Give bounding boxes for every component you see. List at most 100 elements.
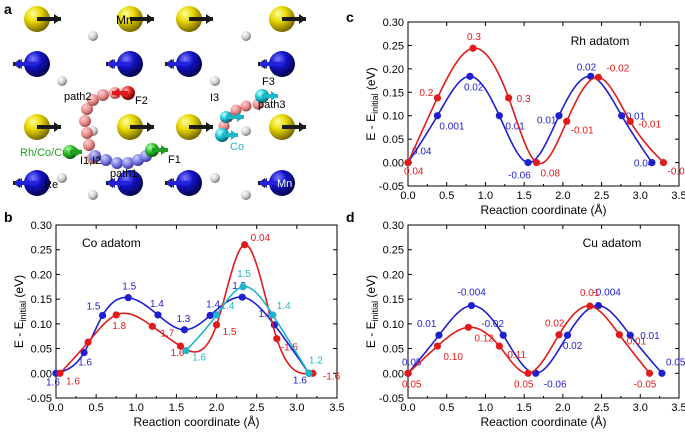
data-label-path2: 1.6: [170, 348, 184, 359]
re-atom: [57, 76, 67, 86]
spin-arrow: [15, 178, 37, 188]
data-label-path1: -0.004: [592, 288, 621, 299]
data-point-path1: [435, 331, 443, 339]
data-label-path1: -0.02: [481, 319, 504, 330]
data-label-path1: 0.01: [505, 122, 525, 133]
data-point-path1: [98, 311, 107, 320]
data-label-path1: 1.4: [258, 309, 272, 320]
data-point-path1: [433, 112, 442, 120]
y-tick-label: 0.15: [31, 294, 52, 306]
y-tick-label: 0.10: [31, 319, 52, 331]
re-atom: [88, 31, 98, 41]
y-tick-label: 0.10: [383, 319, 404, 331]
spin-arrow: [167, 59, 189, 69]
data-label-path2: -0.05: [634, 379, 657, 390]
structure-label-rhcocu: Rh/Co/Cu: [20, 147, 68, 159]
data-label-path2: 0.04: [251, 233, 271, 244]
structure-label-f2: F2: [135, 95, 148, 107]
chart-title: Co adatom: [82, 236, 141, 250]
x-axis-label: Reaction coordinate (Å): [480, 414, 606, 429]
panel-label-b: b: [4, 209, 13, 225]
atomic-structure-panel: Mn Mn Re Rh/Co/Cu I1,I2 path1 path2 path3 F1 F2 F3…: [13, 6, 306, 200]
data-point-path2: [495, 342, 503, 350]
path1-image: [89, 150, 101, 162]
data-label-path1: 0.01: [640, 331, 660, 342]
path1-image: [111, 157, 123, 169]
data-label-path2: 1.8: [112, 321, 126, 332]
x-tick-label: 3.5: [671, 190, 685, 202]
structure-label-mn-bottom: Mn: [277, 178, 292, 190]
x-tick-label: 0.0: [400, 402, 415, 414]
x-tick-label: 0.5: [88, 402, 103, 414]
data-label-path1: -0.06: [508, 171, 531, 182]
data-label-path2: -0.01: [571, 125, 594, 136]
data-point-path1: [658, 369, 666, 377]
x-tick-label: 1.5: [516, 190, 531, 202]
spin-arrow: [112, 88, 128, 98]
y-tick-label: -0.05: [379, 393, 404, 405]
spin-arrow: [130, 14, 154, 24]
data-point-path3: [305, 369, 313, 377]
data-label-path1: 1.4: [206, 299, 220, 310]
re-atom: [241, 190, 251, 200]
y-tick-label: 0.25: [31, 245, 52, 257]
data-point-path1: [499, 331, 507, 339]
data-label-path2: -1.5: [281, 343, 299, 354]
y-tick-label: 0.20: [383, 64, 404, 76]
data-label-path1: 1.6: [46, 377, 60, 388]
path2-image: [81, 127, 93, 139]
x-tick-label: 0.5: [439, 402, 454, 414]
spin-arrow: [260, 59, 282, 69]
structure-label-path3: path3: [258, 99, 286, 111]
chart-title: Cu adatom: [583, 236, 642, 250]
data-point-path1: [524, 158, 532, 167]
data-point-path2: [563, 117, 571, 125]
y-tick-label: -0.05: [27, 393, 52, 405]
data-point-path3: [269, 311, 277, 319]
data-label-path1: 1.5: [232, 281, 246, 292]
data-point-path1: [80, 348, 88, 357]
data-label-path2: -0.01: [623, 337, 646, 348]
y-tick-label: 0.00: [383, 158, 404, 170]
series-line-path2: [408, 305, 651, 375]
data-point-path1: [563, 331, 572, 339]
data-point-path2: [404, 158, 412, 167]
data-label-path1: 1.6: [293, 375, 307, 386]
data-point-path2: [404, 369, 412, 377]
data-point-path2: [645, 369, 654, 377]
x-tick-label: 2.0: [555, 402, 570, 414]
y-tick-label: 0.15: [383, 294, 404, 306]
x-tick-label: 2.5: [249, 402, 264, 414]
data-point-path2: [594, 73, 603, 81]
x-tick-label: 3.0: [289, 402, 304, 414]
data-label-path2: 0.3: [467, 32, 481, 43]
y-tick-label: 0.30: [383, 220, 404, 232]
data-label-path1: 0.02: [577, 62, 597, 73]
x-axis-label: Reaction coordinate (Å): [480, 202, 606, 217]
y-tick-label: 0.05: [383, 344, 404, 356]
x-tick-label: 3.5: [671, 402, 685, 414]
data-label-path1: 0.05: [402, 357, 422, 368]
data-point-path2: [464, 323, 472, 331]
data-point-path1: [180, 326, 189, 334]
x-tick-label: 2.5: [594, 190, 609, 202]
data-label-path2: 1.5: [223, 327, 237, 338]
data-point-path1: [495, 112, 503, 120]
re-atom: [210, 76, 220, 86]
spin-arrow: [167, 178, 189, 188]
x-axis-label: Reaction coordinate (Å): [133, 414, 259, 429]
y-tick-label: 0.00: [383, 368, 404, 380]
spin-arrow: [260, 178, 282, 188]
spin-arrow: [226, 112, 244, 122]
spin-arrow: [282, 14, 306, 24]
y-tick-label: 0.05: [31, 344, 52, 356]
y-axis-label: E - Einitial (eV): [12, 275, 28, 348]
data-point-path2: [524, 369, 532, 377]
x-tick-label: 3.0: [633, 190, 648, 202]
data-label-path2: -0.04: [668, 167, 685, 178]
data-point-path2: [433, 94, 442, 102]
x-tick-label: 1.0: [478, 402, 493, 414]
data-point-path1: [618, 112, 626, 120]
panel-label-a: a: [4, 1, 12, 17]
